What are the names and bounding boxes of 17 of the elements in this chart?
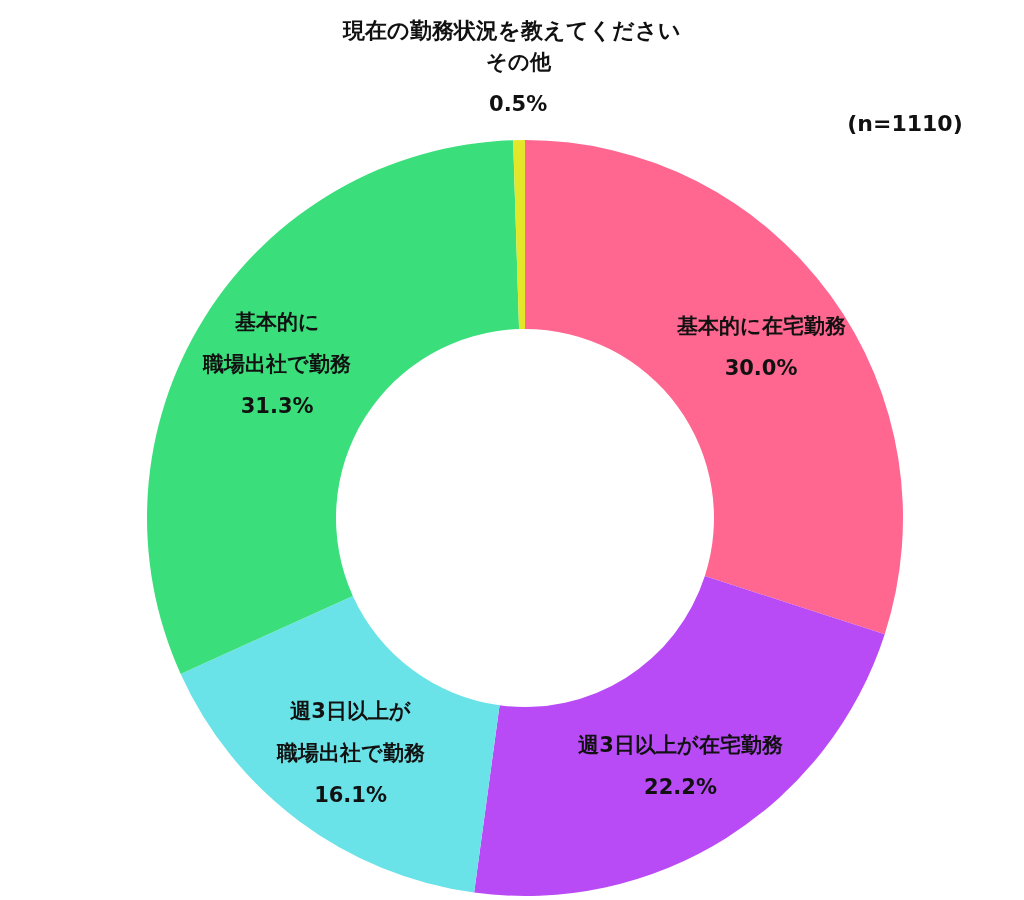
donut-slice bbox=[180, 595, 500, 893]
text: (n=1110) bbox=[847, 111, 963, 136]
data-label: 30.0% bbox=[724, 355, 798, 380]
slice-label: その他 bbox=[485, 49, 552, 74]
donut-slice bbox=[513, 140, 525, 330]
donut-slice bbox=[147, 140, 520, 674]
slice-label: 週3日以上が職場出社で勤務 bbox=[275, 698, 425, 765]
slice-label: 週3日以上が在宅勤務 bbox=[578, 732, 783, 757]
slice-label: 基本的に在宅勤務 bbox=[675, 313, 846, 338]
donut-slice bbox=[474, 576, 885, 896]
data-label: 31.3% bbox=[240, 394, 314, 419]
data-label: 22.2% bbox=[644, 774, 717, 799]
slice-label: 基本的に職場出社で勤務 bbox=[202, 310, 352, 377]
chart-title: 現在の勤務状況を教えてください bbox=[342, 18, 681, 43]
data-label: 16.1% bbox=[314, 782, 387, 807]
donut-slice bbox=[525, 140, 903, 635]
data-label: 0.5% bbox=[489, 91, 548, 116]
